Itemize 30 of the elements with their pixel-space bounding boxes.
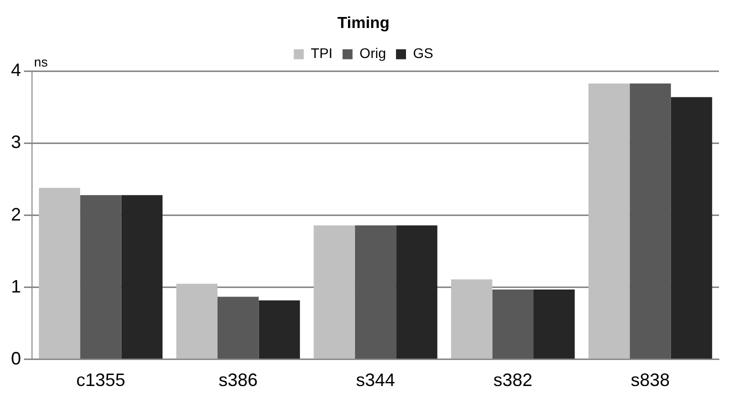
bar — [396, 225, 438, 359]
bar — [670, 97, 712, 359]
bar — [218, 296, 259, 359]
bar — [451, 279, 492, 359]
y-tick-label: 4 — [10, 60, 22, 80]
bar — [588, 83, 630, 359]
x-tick-label: s386 — [218, 370, 258, 390]
bar — [630, 83, 671, 359]
bar — [492, 290, 534, 359]
bar — [534, 290, 575, 359]
bar — [354, 225, 396, 359]
x-tick-label: s838 — [630, 370, 670, 390]
chart-title: Timing — [337, 15, 390, 32]
legend-label: Orig — [360, 45, 386, 62]
y-tick-label: 2 — [10, 204, 22, 224]
bar — [38, 188, 80, 359]
bar — [258, 300, 300, 359]
y-tick-label: 3 — [10, 132, 22, 152]
legend-label: TPI — [310, 45, 333, 62]
bar — [121, 195, 163, 359]
bar — [80, 195, 122, 359]
y-tick-label: 0 — [10, 348, 22, 368]
bar — [176, 284, 218, 359]
x-tick-label: c1355 — [76, 370, 126, 390]
x-tick-label: s344 — [356, 370, 396, 390]
bar — [314, 225, 355, 359]
legend-label: GS — [413, 45, 434, 62]
y-axis-title: ns — [34, 54, 48, 70]
x-tick-label: s382 — [493, 370, 532, 390]
y-tick-label: 1 — [10, 276, 22, 296]
